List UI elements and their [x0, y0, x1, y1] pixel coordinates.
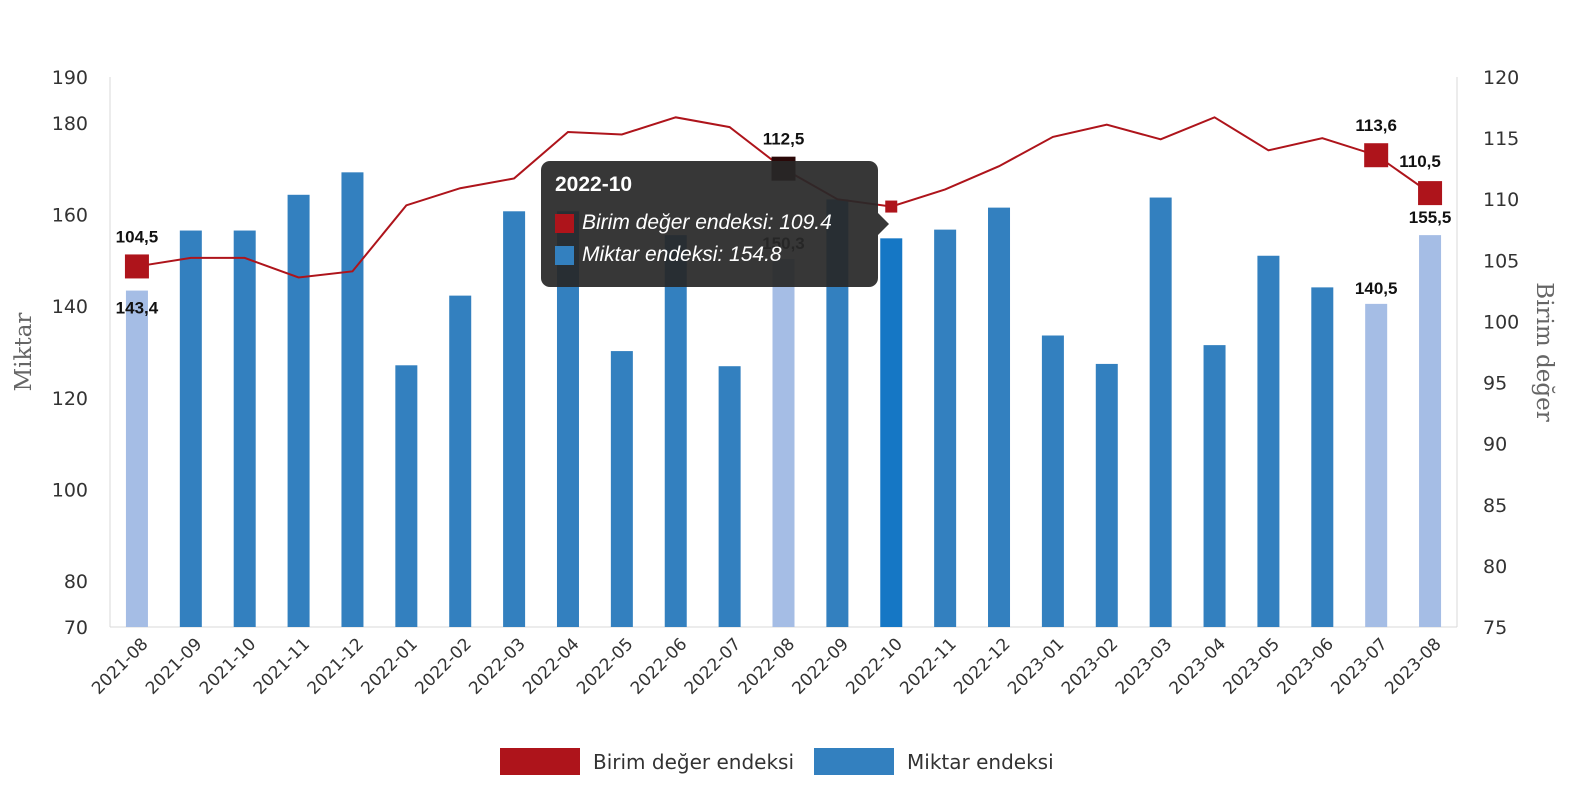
- y-right-tick-label: 80: [1483, 556, 1507, 578]
- y-left-axis-title: Miktar: [11, 313, 37, 392]
- y-left-tick-label: 100: [52, 480, 88, 502]
- y-left-tick-label: 70: [64, 617, 88, 639]
- x-tick-label: 2022-02: [411, 634, 475, 698]
- line-marker-2021-08: [124, 254, 149, 279]
- bar-data-label: 155,5: [1409, 208, 1452, 227]
- x-tick-label: 2022-04: [519, 634, 583, 698]
- x-tick-label: 2022-03: [465, 634, 529, 698]
- x-tick-label: 2023-02: [1058, 634, 1122, 698]
- bar-2023-06: [1311, 287, 1334, 627]
- x-tick-label: 2023-05: [1220, 634, 1284, 698]
- x-tick-label: 2023-04: [1166, 634, 1230, 698]
- x-tick-label: 2022-06: [627, 634, 691, 698]
- bar-2022-05: [610, 351, 633, 627]
- y-left-tick-label: 180: [52, 113, 88, 135]
- bar-2022-12: [988, 207, 1011, 627]
- bar-2023-07: [1365, 303, 1388, 627]
- line-marker-2023-08: [1418, 181, 1443, 206]
- y-right-tick-label: 120: [1483, 67, 1519, 89]
- y-left-tick-label: 160: [52, 205, 88, 227]
- bar-2021-12: [341, 172, 364, 628]
- tooltip-row-miktar: Miktar endeksi: 154.8: [555, 243, 864, 267]
- x-tick-label: 2023-08: [1381, 634, 1445, 698]
- bar-2022-02: [449, 295, 472, 627]
- line-marker-2022-10: [885, 200, 898, 213]
- y-left-tick-label: 190: [52, 67, 88, 89]
- bar-2022-08: [772, 258, 795, 627]
- y-right-tick-label: 95: [1483, 373, 1507, 395]
- y-right-tick-label: 110: [1483, 189, 1519, 211]
- y-right-tick-label: 105: [1483, 250, 1519, 272]
- tooltip-swatch-miktar: [555, 245, 574, 265]
- line-data-label: 104,5: [116, 227, 159, 246]
- legend-item-birim-deger[interactable]: Birim değer endeksi: [500, 748, 794, 775]
- line-data-label: 113,6: [1355, 116, 1397, 135]
- y-right-tick-label: 115: [1483, 128, 1519, 150]
- x-tick-label: 2023-01: [1004, 634, 1068, 698]
- x-tick-label: 2022-01: [358, 634, 422, 698]
- bar-2023-04: [1203, 345, 1226, 627]
- x-tick-label: 2021-10: [196, 634, 260, 698]
- bar-2022-09: [826, 199, 849, 627]
- legend-item-miktar[interactable]: Miktar endeksi: [814, 748, 1054, 775]
- x-tick-label: 2022-10: [842, 634, 906, 698]
- bar-2021-08: [125, 290, 148, 627]
- chart-legend: Birim değer endeksi Miktar endeksi: [500, 748, 1074, 775]
- bar-2023-01: [1041, 335, 1064, 627]
- legend-swatch-miktar: [814, 748, 895, 775]
- y-right-tick-label: 85: [1483, 495, 1507, 517]
- y-left-tick-label: 120: [52, 388, 88, 410]
- y-right-tick-label: 100: [1483, 311, 1519, 333]
- bar-2023-03: [1149, 197, 1172, 627]
- x-tick-label: 2023-06: [1273, 634, 1337, 698]
- line-data-label: 110,5: [1399, 152, 1441, 171]
- bar-2022-11: [934, 229, 957, 627]
- y-left-tick-label: 80: [64, 571, 88, 593]
- bar-data-label: 140,5: [1355, 279, 1398, 298]
- bar-2023-02: [1095, 363, 1118, 627]
- tooltip-row-birim-deger: Birim değer endeksi: 109.4: [555, 211, 864, 235]
- y-right-tick-label: 75: [1483, 617, 1507, 639]
- chart-tooltip: 2022-10 Birim değer endeksi: 109.4 Mikta…: [541, 161, 889, 287]
- bar-2023-08: [1419, 235, 1442, 627]
- x-tick-label: 2023-03: [1112, 634, 1176, 698]
- bar-series-miktar: [125, 172, 1442, 628]
- x-tick-label: 2022-08: [735, 634, 799, 698]
- bar-data-label: 143,4: [116, 299, 159, 318]
- y-right-axis-title: Birim değer: [1531, 282, 1557, 421]
- x-tick-label: 2023-07: [1327, 634, 1391, 698]
- x-tick-label: 2022-09: [789, 634, 853, 698]
- line-data-label: 112,5: [763, 130, 805, 149]
- tooltip-text-birim-deger: Birim değer endeksi: 109.4: [582, 211, 832, 234]
- x-tick-label: 2021-11: [250, 634, 314, 698]
- y-left-tick-label: 140: [52, 296, 88, 318]
- line-marker-2023-07: [1364, 143, 1389, 168]
- tooltip-text-miktar: Miktar endeksi: 154.8: [582, 243, 782, 266]
- legend-label-birim-deger: Birim değer endeksi: [593, 749, 795, 774]
- x-tick-label: 2022-05: [573, 634, 637, 698]
- x-tick-label: 2021-09: [142, 634, 206, 698]
- x-tick-label: 2021-12: [304, 634, 368, 698]
- legend-swatch-birim-deger: [500, 748, 580, 775]
- bar-2022-01: [395, 365, 418, 627]
- bar-2022-04: [556, 211, 579, 627]
- bar-2022-06: [664, 235, 687, 627]
- x-tick-label: 2021-08: [88, 634, 152, 698]
- x-tick-label: 2022-12: [950, 634, 1014, 698]
- bar-2023-05: [1257, 255, 1280, 627]
- bar-2021-11: [287, 194, 310, 627]
- tooltip-swatch-birim-deger: [555, 213, 574, 233]
- legend-label-miktar: Miktar endeksi: [907, 749, 1054, 774]
- x-tick-label: 2022-07: [681, 634, 745, 698]
- bar-2022-07: [718, 366, 741, 627]
- bar-2022-03: [503, 211, 526, 627]
- bar-2022-10: [880, 238, 903, 628]
- x-tick-label: 2022-11: [896, 634, 960, 698]
- bar-2021-10: [233, 230, 256, 627]
- bar-2021-09: [179, 230, 202, 627]
- y-right-tick-label: 90: [1483, 434, 1507, 456]
- tooltip-title: 2022-10: [555, 173, 633, 196]
